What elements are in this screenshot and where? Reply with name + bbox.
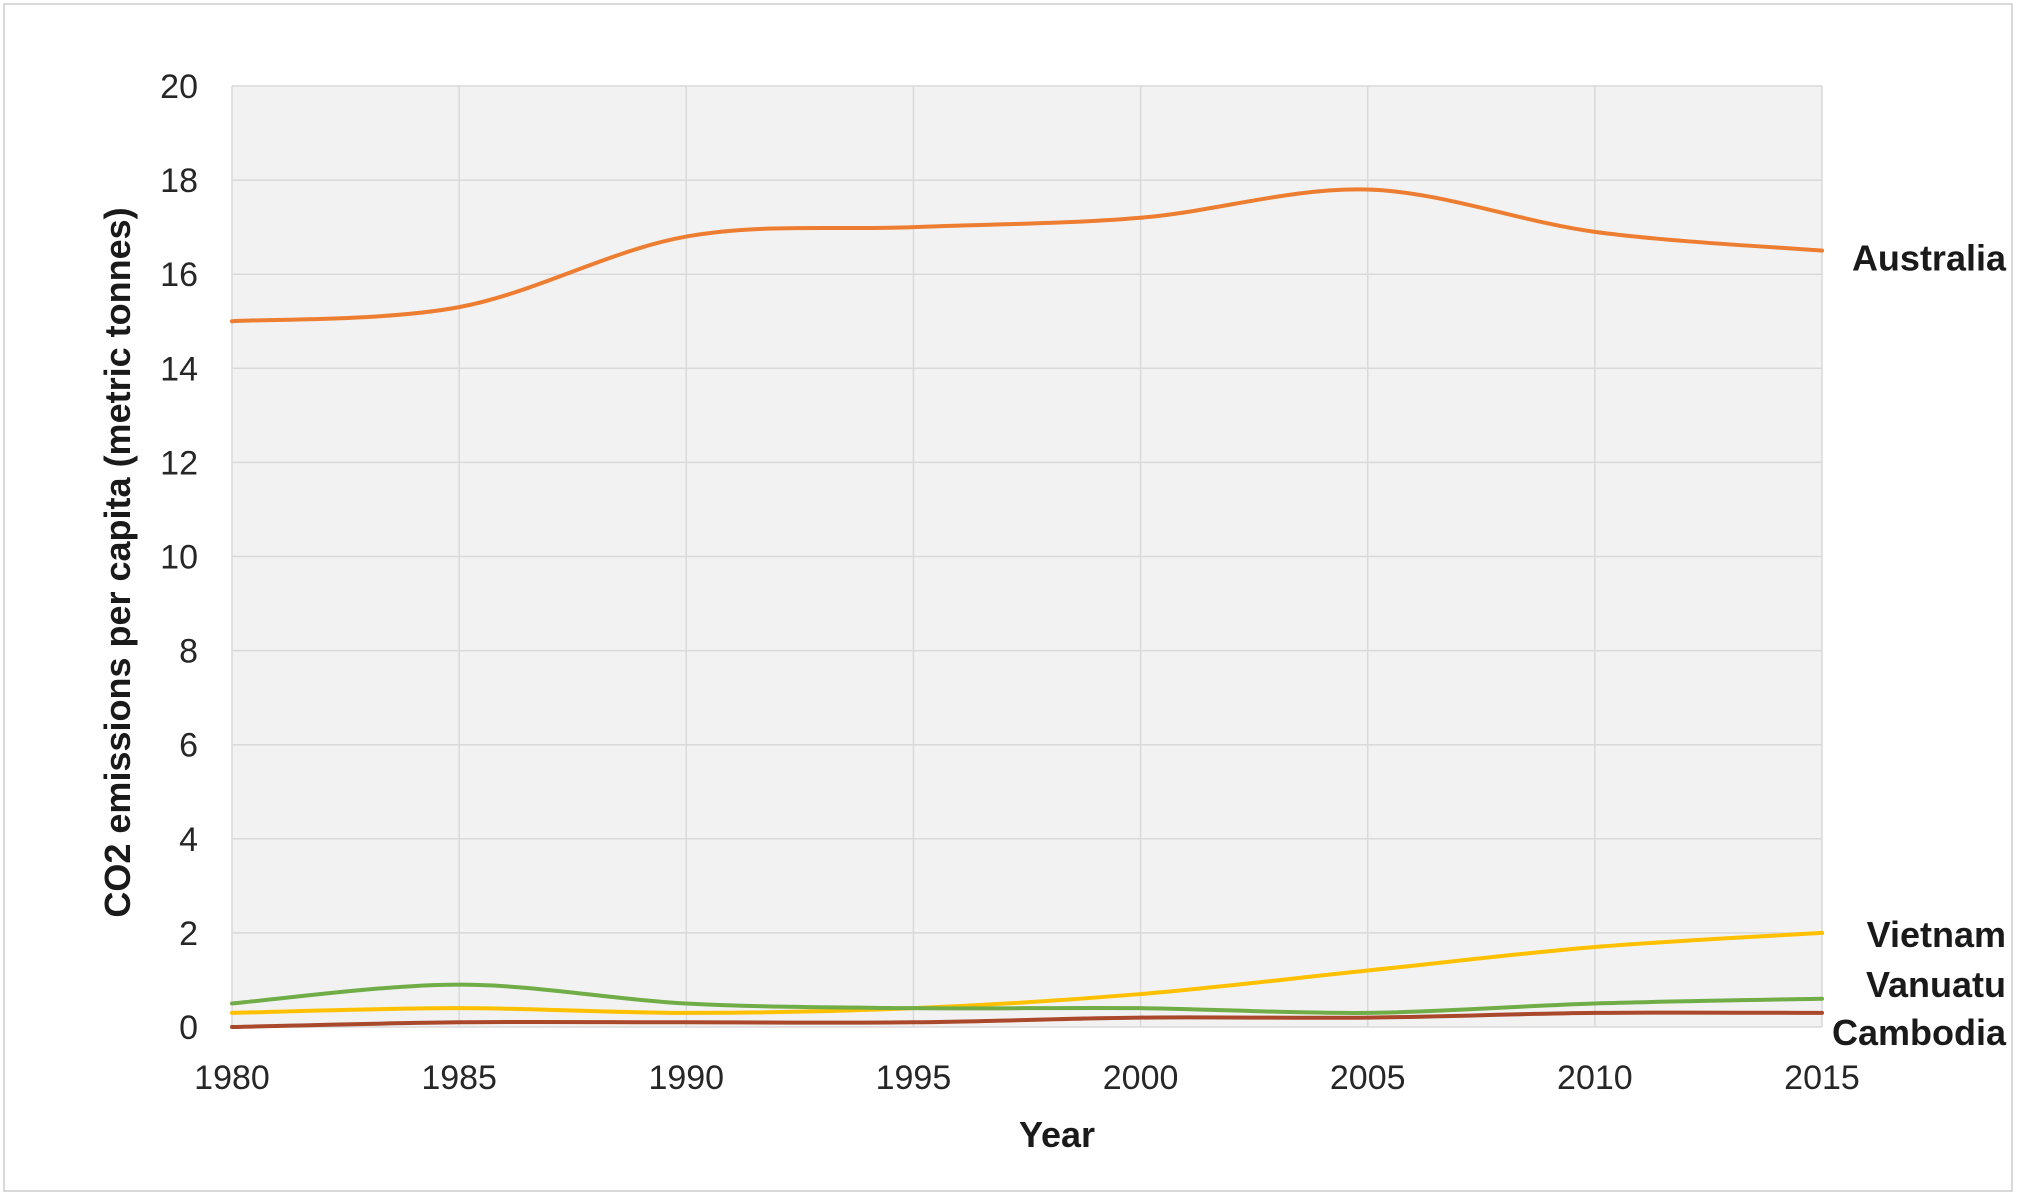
x-axis-title: Year	[1019, 1114, 1095, 1155]
x-tick-label: 2010	[1557, 1059, 1633, 1097]
series-line-vanuatu	[230, 982, 1824, 1015]
y-tick-label: 10	[160, 539, 198, 577]
y-tick-label: 0	[179, 1009, 198, 1047]
y-tick-label: 6	[179, 727, 198, 765]
series-lines	[230, 187, 1824, 1029]
x-tick-label: 2005	[1330, 1059, 1406, 1097]
y-tick-label: 12	[160, 444, 198, 482]
series-line-vietnam	[230, 930, 1824, 1015]
y-tick-label: 16	[160, 256, 198, 294]
series-line-australia	[230, 187, 1824, 324]
series-line-cambodia	[230, 1010, 1824, 1029]
x-tick-label: 1980	[194, 1059, 270, 1097]
series-label-vietnam: Vietnam	[1867, 914, 2006, 955]
grid-lines	[231, 85, 1823, 1028]
y-tick-label: 2	[179, 915, 198, 953]
y-tick-label: 4	[179, 821, 198, 859]
x-tick-label: 2015	[1784, 1059, 1860, 1097]
series-labels: Australia Vietnam Vanuatu Cambodia	[1832, 238, 2007, 1053]
y-tick-label: 14	[160, 350, 198, 388]
y-axis-ticks: 0 2 4 6 8 10 12 14 16 18 20	[160, 68, 198, 1047]
y-tick-label: 8	[179, 633, 198, 671]
x-tick-label: 2000	[1103, 1059, 1179, 1097]
x-tick-label: 1985	[421, 1059, 497, 1097]
x-axis-ticks: 1980 1985 1990 1995 2000 2005 2010 2015	[194, 1059, 1860, 1097]
series-label-vanuatu: Vanuatu	[1866, 964, 2006, 1005]
y-axis-title: CO2 emissions per capita (metric tonnes)	[97, 207, 138, 917]
y-tick-label: 18	[160, 162, 198, 200]
x-tick-label: 1990	[648, 1059, 724, 1097]
x-tick-label: 1995	[876, 1059, 952, 1097]
y-tick-label: 20	[160, 68, 198, 106]
series-label-australia: Australia	[1852, 238, 2007, 279]
series-label-cambodia: Cambodia	[1832, 1012, 2007, 1053]
